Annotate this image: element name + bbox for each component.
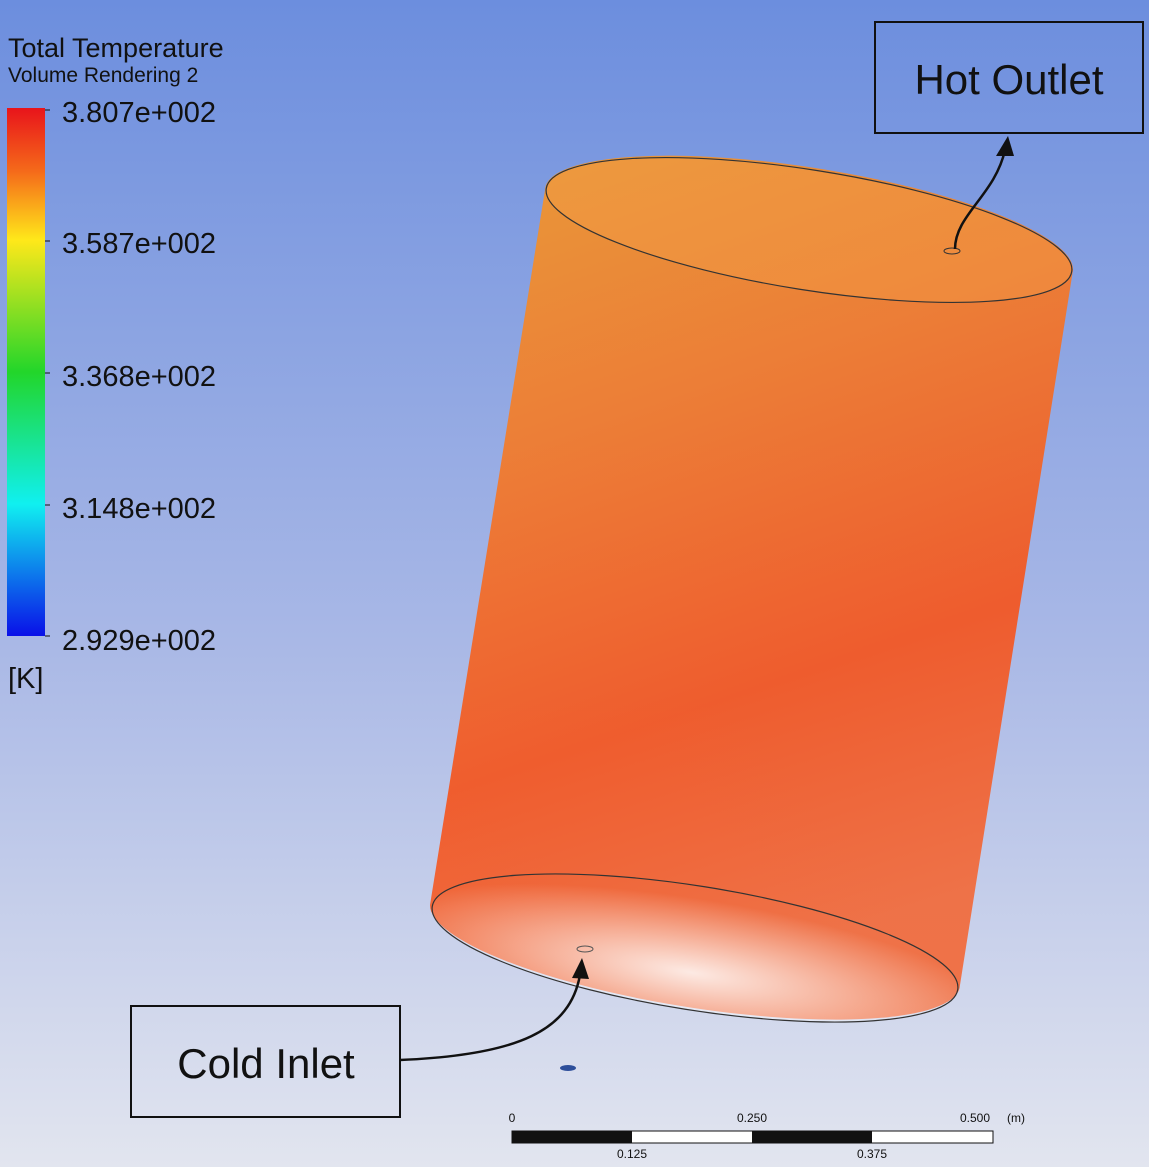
legend-subtitle: Volume Rendering 2 <box>8 64 198 87</box>
scale-label: 0.375 <box>857 1147 887 1161</box>
legend-title: Total Temperature <box>8 33 224 63</box>
annotation-label: Cold Inlet <box>177 1040 355 1087</box>
legend-label: 3.807e+002 <box>62 97 216 129</box>
annotation-label: Hot Outlet <box>914 56 1103 103</box>
scale-bar-segment <box>512 1131 632 1143</box>
viewport: Total Temperature Volume Rendering 2 3.8… <box>0 0 1149 1167</box>
page: Total Temperature Volume Rendering 2 3.8… <box>0 0 1149 1167</box>
legend-label: 3.587e+002 <box>62 228 216 260</box>
scale-label: 0 <box>509 1111 516 1125</box>
scale-label: 0.250 <box>737 1111 767 1125</box>
scale-unit: (m) <box>1007 1111 1025 1125</box>
scale-label: 0.500 <box>960 1111 990 1125</box>
scale-bar-segment <box>752 1131 872 1143</box>
scale-label: 0.125 <box>617 1147 647 1161</box>
inlet-pipe-marker <box>560 1065 576 1071</box>
color-bar <box>7 108 45 636</box>
legend-unit: [K] <box>8 663 43 695</box>
legend-label: 3.148e+002 <box>62 493 216 525</box>
legend-label: 2.929e+002 <box>62 625 216 657</box>
legend-label: 3.368e+002 <box>62 361 216 393</box>
